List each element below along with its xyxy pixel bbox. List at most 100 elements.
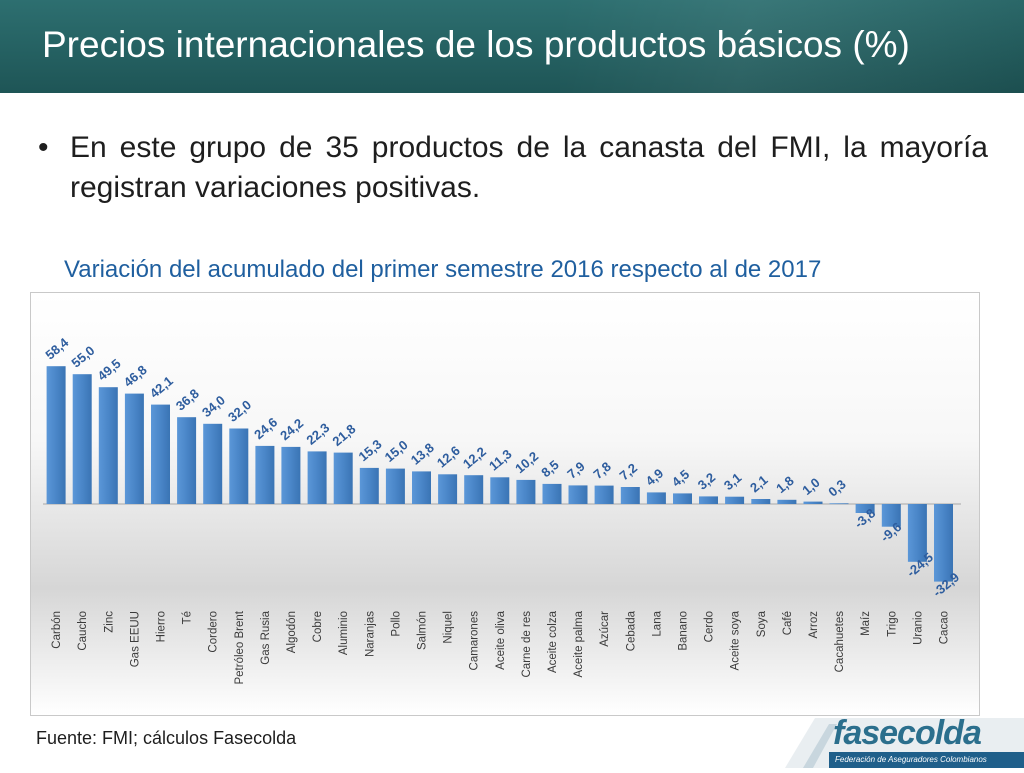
category-tick-label: Carne de res bbox=[521, 611, 533, 678]
bar-value-label: 34,0 bbox=[199, 392, 228, 420]
category-tick-label: Lana bbox=[651, 610, 663, 636]
category-tick-label: Algodón bbox=[286, 611, 298, 653]
bar bbox=[464, 475, 484, 504]
category-tick-label: Cacao bbox=[939, 611, 951, 644]
bullet-dot: • bbox=[38, 131, 49, 164]
bar-value-label: 4,9 bbox=[643, 466, 666, 489]
bar bbox=[620, 487, 640, 504]
category-tick-label: Salmón bbox=[417, 611, 429, 650]
category-tick-label: Azúcar bbox=[599, 611, 611, 647]
category-tick-label: Cordero bbox=[208, 611, 220, 653]
bar bbox=[229, 428, 249, 504]
category-labels: Carbón Caucho Zinc Gas EEUU Hierro Té Cordero P… bbox=[51, 610, 950, 684]
bar bbox=[124, 393, 144, 504]
category-tick-label: Niquel bbox=[443, 611, 455, 644]
bar-series bbox=[46, 366, 953, 582]
bar-value-label: 24,2 bbox=[277, 415, 306, 443]
bar-value-label: 46,8 bbox=[121, 362, 150, 390]
category-tick-label: Maíz bbox=[860, 611, 872, 636]
bar bbox=[177, 417, 197, 504]
bar-value-label: 11,3 bbox=[486, 446, 514, 473]
bar bbox=[803, 501, 823, 504]
logo-wordmark: fasecolda bbox=[833, 714, 982, 752]
bar bbox=[829, 503, 849, 505]
category-tick-label: Cerdo bbox=[704, 611, 716, 642]
bar bbox=[255, 445, 275, 504]
bar-value-label: 15,0 bbox=[382, 437, 411, 465]
slide-title: Precios internacionales de los productos… bbox=[42, 24, 910, 65]
bar-value-label: 12,6 bbox=[434, 443, 463, 471]
category-tick-label: Hierro bbox=[156, 611, 168, 642]
bar bbox=[777, 499, 797, 504]
category-tick-label: Caucho bbox=[77, 611, 89, 651]
bar-value-label: 2,1 bbox=[747, 472, 770, 495]
bar bbox=[281, 446, 301, 504]
bar-value-label: 1,8 bbox=[773, 473, 796, 496]
bar bbox=[307, 451, 327, 504]
bar bbox=[881, 504, 901, 527]
bar bbox=[646, 492, 666, 504]
bar bbox=[490, 477, 510, 504]
bullet-text: En este grupo de 35 productos de la cana… bbox=[70, 131, 988, 204]
bar bbox=[412, 471, 431, 504]
category-tick-label: Aceite colza bbox=[547, 610, 559, 673]
bar-value-label: 13,8 bbox=[408, 440, 437, 468]
category-tick-label: Aceite soya bbox=[730, 610, 742, 670]
bar-value-label: 21,8 bbox=[329, 421, 358, 449]
bar bbox=[151, 404, 170, 504]
category-tick-label: Gas Rusia bbox=[260, 610, 272, 664]
chart-heading: Variación del acumulado del primer semes… bbox=[64, 256, 822, 283]
bar bbox=[673, 493, 692, 504]
bar bbox=[934, 504, 953, 582]
bar-value-label: 36,8 bbox=[173, 386, 202, 414]
chart-frame: 58,4 55,0 49,5 46,8 42,1 36,8 34,0 32,0 24,6 24,2… bbox=[30, 292, 980, 716]
bar bbox=[907, 504, 927, 562]
bar bbox=[385, 468, 405, 504]
bar bbox=[98, 387, 118, 504]
bar bbox=[46, 366, 66, 504]
fasecolda-logo: fasecolda Federación de Aseguradores Col… bbox=[785, 712, 1024, 768]
logo-subtitle: Federación de Aseguradores Colombianos bbox=[835, 755, 987, 764]
bar-value-label: 42,1 bbox=[147, 373, 176, 401]
bar-value-label: 32,0 bbox=[225, 397, 254, 425]
bar-value-label: 3,1 bbox=[721, 470, 744, 493]
category-tick-label: Cobre bbox=[312, 611, 324, 642]
category-tick-label: Soya bbox=[756, 610, 768, 637]
category-tick-label: Zinc bbox=[103, 611, 115, 633]
logo-swoosh-icon bbox=[785, 718, 1024, 768]
title-bar-shading bbox=[560, 0, 1024, 93]
bar-value-label: 8,5 bbox=[538, 457, 561, 480]
bar bbox=[333, 452, 353, 504]
bar-value-label: 0,3 bbox=[825, 476, 848, 499]
bar-value-label: 4,5 bbox=[669, 467, 692, 490]
bullet-point: • En este grupo de 35 productos de la ca… bbox=[38, 128, 988, 208]
bar-value-label: 7,2 bbox=[617, 460, 640, 483]
bar bbox=[542, 483, 562, 504]
bar-value-label: 24,6 bbox=[251, 414, 280, 442]
bar bbox=[568, 485, 588, 504]
category-tick-label: Té bbox=[182, 611, 194, 624]
bar bbox=[203, 423, 223, 504]
bar-value-label: 22,3 bbox=[303, 420, 332, 448]
source-note: Fuente: FMI; cálculos Fasecolda bbox=[36, 728, 297, 748]
bar bbox=[72, 374, 92, 504]
bar bbox=[594, 485, 614, 504]
category-tick-label: Camarones bbox=[469, 611, 481, 671]
bar bbox=[751, 499, 771, 504]
category-tick-label: Gas EEUU bbox=[129, 611, 141, 667]
category-tick-label: Café bbox=[782, 611, 794, 635]
category-tick-label: Carbón bbox=[51, 611, 63, 649]
bar-value-label: 58,4 bbox=[42, 334, 72, 362]
bar-value-label: 3,2 bbox=[695, 470, 718, 493]
category-tick-label: Cacahuetes bbox=[834, 611, 846, 673]
bar-value-label: 12,2 bbox=[460, 444, 489, 472]
bar-value-label: 7,9 bbox=[564, 459, 587, 482]
bar-value-label: 10,2 bbox=[512, 448, 541, 476]
bar bbox=[699, 496, 718, 504]
bar-value-label: 55,0 bbox=[68, 343, 97, 371]
category-tick-label: Uranio bbox=[912, 611, 924, 645]
category-tick-label: Trigo bbox=[886, 611, 898, 637]
title-bar: Precios internacionales de los productos… bbox=[0, 0, 1024, 93]
bar-chart: 58,455,049,546,842,136,834,032,024,624,2… bbox=[42, 334, 962, 684]
bar bbox=[438, 474, 458, 504]
